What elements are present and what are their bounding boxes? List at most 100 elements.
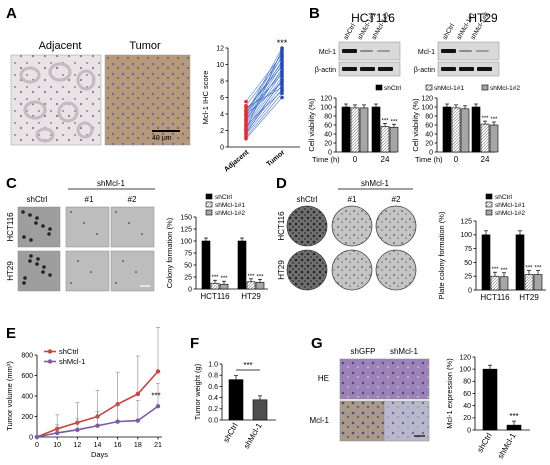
chart-mcl1-expression: 0 20 40 60 80 100 120 Mcl-1 expression (%) shCtr… [445, 354, 530, 460]
legend-swatch [481, 84, 489, 91]
panel-a: A Adjacent Tumor 40 μm 0 2 4 6 8 10 12 Mcl-1 IH… [6, 5, 300, 174]
blot-label-mcl1: Mcl-1 [418, 49, 435, 56]
colony-x-tick-label: HT29 [241, 292, 261, 301]
blot-lane-label: shCtrl [343, 22, 358, 41]
ihc-image [383, 358, 430, 400]
ihc-image [339, 358, 386, 400]
expr-y-tick-label: 80 [463, 379, 471, 386]
viab-hct116-x-tick-label: 24 [381, 155, 390, 164]
viab-ht29-y-tick-label: 20 [425, 140, 433, 147]
viab-hct116-bar [341, 106, 351, 153]
plate-bar [499, 276, 509, 291]
volume-legend-entry: shCtrl [59, 347, 79, 356]
legend-b: shCtrl shMcl-1#1 shMcl-1#2 [375, 84, 520, 92]
volume-y-tick-label: 400 [21, 393, 33, 400]
legend-entry: shMcl-1#2 [215, 210, 245, 217]
ihc-point-tumor [280, 77, 284, 82]
viab-hct116-y-tick-label: 120 [320, 95, 332, 102]
colony-dot [21, 210, 25, 214]
chart-tumor-volume: 0 200 400 600 800 Tumor volume (mm³) 0 10 12 14 16… [5, 327, 162, 459]
blot-band [459, 50, 472, 52]
blot-band [441, 67, 456, 71]
viab-hct116-y-tick-label: 100 [320, 104, 332, 111]
weight-y-tick-label: 0.6 [208, 384, 218, 391]
plate-y-tick-label: 50 [464, 260, 472, 267]
colony-dot [41, 270, 45, 274]
ihc-point-tumor [280, 75, 284, 79]
panel-g: G shGFP shMcl-1 HE Mcl-1 0 20 40 60 80 100 120 Mcl… [309, 335, 530, 460]
colony-dot [115, 211, 117, 213]
viab-hct116-bar [380, 126, 390, 153]
colony-y-tick-label: 25 [184, 274, 192, 281]
volume-point [95, 423, 100, 428]
panel-e: E 0 200 400 600 800 Tumor volume (mm³) 0 10 12 14… [5, 325, 162, 459]
chart-mcl1-ihc-score: 0 2 4 6 8 10 12 Mcl-1 IHC score Adjacent Tumor *** [201, 38, 300, 174]
viab-ht29-significance: *** [490, 117, 498, 123]
ihc-point-tumor [280, 95, 284, 100]
viab-ht29-bar [471, 106, 481, 153]
expr-y-tick-label: 120 [459, 354, 471, 361]
ihc-point-tumor [280, 80, 284, 85]
tumor-title: Tumor [129, 40, 161, 52]
viab-ht29-bar [460, 108, 470, 153]
volume-x-tick-label: 16 [114, 442, 122, 449]
colony-dot [28, 259, 32, 263]
ihc-point-tumor [280, 83, 284, 87]
ihc-x-tick-label: Tumor [265, 149, 286, 168]
ihc-x-tick-label: Adjacent [223, 149, 251, 174]
ihc-pair-line [245, 57, 283, 106]
colony-dot [22, 235, 26, 239]
ihc-pair-line [245, 74, 283, 113]
volume-x-tick-label: 12 [73, 442, 81, 449]
weight-x-tick-label: shCtrl [221, 421, 239, 444]
legend-swatch [205, 193, 213, 200]
blot-band [360, 67, 375, 71]
volume-point [115, 419, 120, 424]
ihc-pair-line [245, 80, 283, 131]
colony-images: shMcl-1 shCtrl #1 #2 HCT116 HT29 [6, 179, 155, 292]
volume-y-tick-label: 800 [21, 352, 33, 359]
ihc-point-adjacent [244, 113, 248, 117]
viab-ht29-y-tick-label: 120 [421, 95, 433, 102]
blot-band [441, 49, 456, 53]
viab-ht29-bar [489, 124, 499, 153]
volume-point [155, 404, 161, 409]
ihc-point-tumor [280, 91, 284, 96]
ihc-y-tick-label: 8 [220, 78, 224, 85]
colony-dot [70, 211, 72, 213]
viab-hct116-x-tick-label: 0 [353, 155, 358, 164]
volume-point [135, 418, 141, 423]
weight-significance: *** [243, 361, 252, 370]
expr-bar [506, 424, 522, 431]
viab-ht29-y-axis-label: Cell viability (%) [411, 98, 420, 152]
colony-dot [83, 222, 85, 224]
colony-dot [41, 224, 45, 228]
ihc-pair-line [245, 68, 283, 125]
plate-y-tick-label: 75 [464, 246, 472, 253]
ihc-y-tick-label: 4 [220, 111, 224, 118]
viab-ht29-bar [451, 107, 461, 153]
scale-bar-label: 40 μm [152, 135, 172, 142]
colony-image [65, 206, 110, 248]
legend-entry: shMcl-1#1 [495, 202, 525, 209]
viab-ht29-bar [480, 123, 490, 153]
ihc-point-adjacent [244, 123, 248, 128]
legend-entry: shCtrl [495, 194, 513, 201]
blot-label-actin: β-actin [315, 67, 336, 74]
volume-y-tick-label: 0 [29, 434, 33, 441]
colony-significance: *** [211, 275, 219, 281]
ihc-point-tumor [280, 56, 284, 60]
volume-y-tick-label: 600 [21, 373, 33, 380]
ihc-point-tumor [280, 66, 284, 71]
ihc-image [339, 400, 386, 442]
ihc-point-tumor [280, 52, 284, 57]
colony-dot [96, 233, 98, 235]
volume-y-tick-label: 200 [21, 414, 33, 421]
ihc-pair-line [245, 87, 283, 108]
weight-bar [252, 399, 268, 421]
volume-point [135, 391, 141, 397]
blot-band [377, 50, 390, 52]
weight-y-tick-label: 1.0 [208, 361, 218, 368]
